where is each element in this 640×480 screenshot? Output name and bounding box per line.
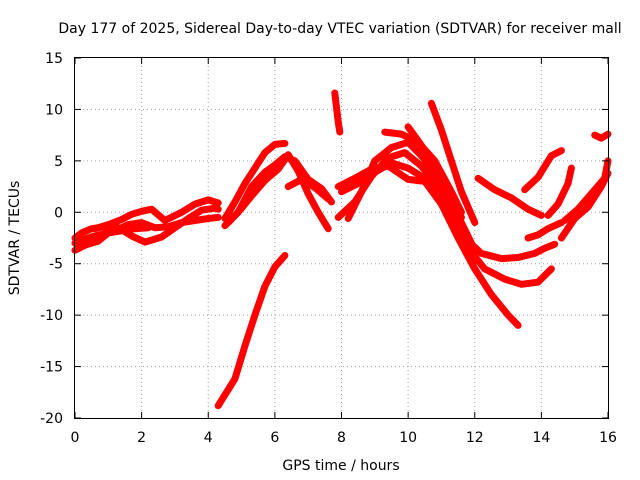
y-axis-label: SDTVAR / TECUs xyxy=(7,181,23,296)
x-tick-label: 14 xyxy=(532,430,550,446)
series-trace-peak-10h xyxy=(404,123,475,247)
series-trace-late-3 xyxy=(524,219,565,242)
axis-ticks: 0 2 4 6 8 10 12 14 16 -20 -15 -10 -5 0 5 10 15 xyxy=(40,51,617,446)
y-tick-label: -15 xyxy=(40,360,63,376)
series-markers xyxy=(405,123,475,247)
series-trace-deep-dip xyxy=(214,252,289,410)
series-trace-spike-8h xyxy=(331,89,344,136)
y-tick-label: -10 xyxy=(40,308,63,324)
series-markers xyxy=(285,176,332,202)
series-markers xyxy=(92,196,222,232)
series-markers xyxy=(221,140,288,222)
data-layer xyxy=(71,89,612,410)
series-trace-late-6 xyxy=(561,157,612,224)
y-tick-label: 0 xyxy=(54,205,63,221)
x-tick-label: 0 xyxy=(71,430,80,446)
x-axis-label: GPS time / hours xyxy=(282,458,399,474)
y-tick-label: -20 xyxy=(40,411,63,427)
x-tick-label: 12 xyxy=(466,430,484,446)
plot-frame xyxy=(74,57,609,419)
y-tick-label: 5 xyxy=(54,154,63,170)
x-tick-label: 8 xyxy=(337,430,346,446)
series-markers xyxy=(521,147,565,193)
series-trace-early-d xyxy=(91,196,222,233)
x-tick-label: 6 xyxy=(270,430,279,446)
x-tick-label: 4 xyxy=(204,430,213,446)
series-markers xyxy=(428,100,478,226)
series-trace-peak-11h xyxy=(427,99,479,227)
series-markers xyxy=(215,252,288,409)
x-tick-label: 16 xyxy=(599,430,617,446)
y-tick-label: 10 xyxy=(45,102,63,118)
chart-title: Day 177 of 2025, Sidereal Day-to-day VTE… xyxy=(58,21,621,37)
series-trace-late-1 xyxy=(474,174,545,219)
series-markers xyxy=(335,163,522,329)
series-trace-late-2 xyxy=(521,147,565,194)
grid xyxy=(75,58,608,418)
series-markers xyxy=(331,90,343,136)
series-markers xyxy=(475,175,545,219)
series-trace-pass-4 xyxy=(284,175,332,203)
series-trace-late-7 xyxy=(591,130,612,142)
series-markers xyxy=(525,219,565,241)
x-tick-label: 10 xyxy=(399,430,417,446)
y-tick-label: 15 xyxy=(45,51,63,67)
x-tick-label: 2 xyxy=(137,430,146,446)
series-markers xyxy=(545,165,575,219)
series-trace-late-4 xyxy=(544,164,575,219)
y-tick-label: -5 xyxy=(49,257,63,273)
series-markers xyxy=(561,157,611,224)
series-trace-pass-1 xyxy=(221,139,289,222)
